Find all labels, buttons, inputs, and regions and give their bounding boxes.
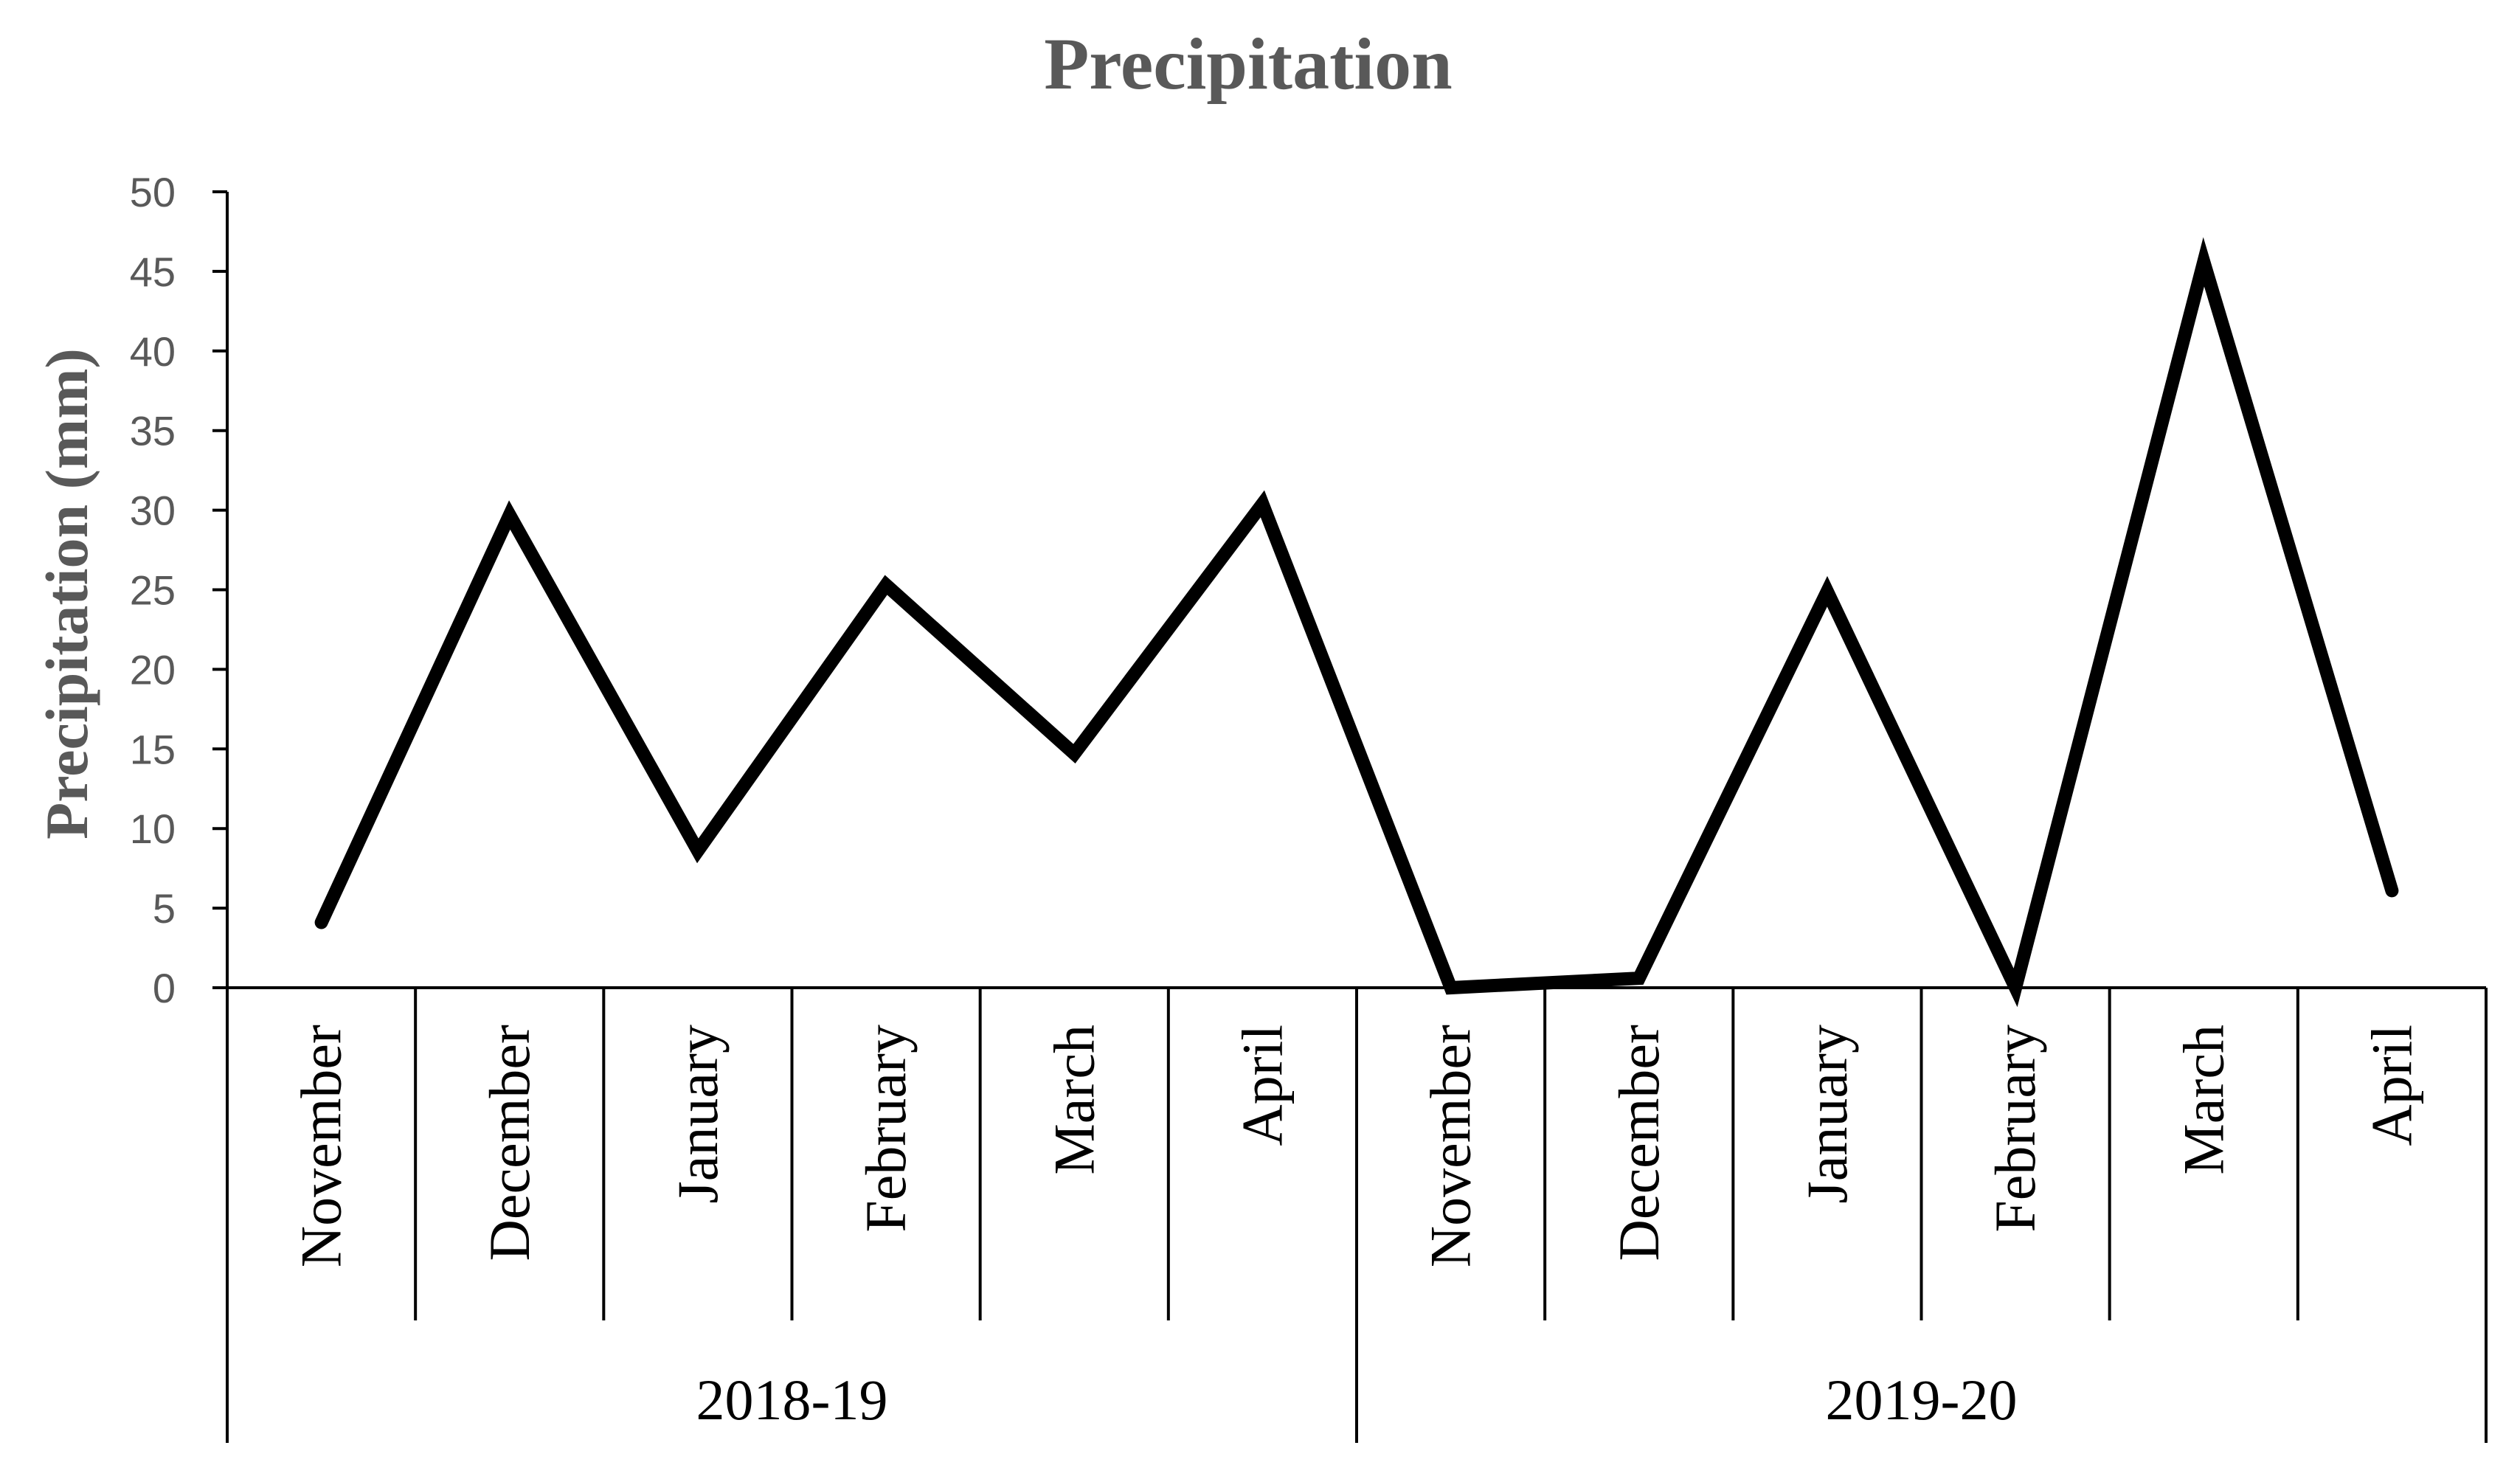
y-tick-label: 5 [153,885,176,932]
data-point [696,849,699,853]
data-point [2390,889,2394,893]
y-axis-label: Precipitation (mm) [33,348,100,839]
chart-title: Precipitation [1044,23,1453,105]
x-group-label: 2018-19 [696,1368,888,1432]
x-tick-label: April [2359,1025,2423,1146]
x-tick-label: December [1607,1025,1671,1261]
x-axis: November December January February March Apri… [226,986,2488,1443]
data-point [1073,752,1076,755]
x-tick-label: March [2171,1025,2235,1175]
series-line [314,237,2399,1008]
y-tick-label: 30 [130,488,176,534]
x-tick-label: February [854,1025,918,1233]
series-layer [314,237,2399,1008]
x-tick-label: April [1230,1025,1294,1146]
x-tick-label: November [289,1025,353,1267]
data-point [1825,589,1829,593]
data-point [2202,260,2206,263]
y-tick-label: 40 [130,328,176,375]
y-tick-label: 50 [130,169,176,215]
x-tick-label: March [1042,1025,1106,1175]
data-point [885,583,888,587]
data-point [1637,977,1641,980]
data-point [508,513,511,517]
y-tick-label: 45 [130,249,176,295]
y-tick-label: 0 [153,965,176,1011]
y-axis: 0 5 10 15 20 25 30 35 40 45 50 [130,169,229,1011]
x-tick-label: February [1983,1025,2047,1233]
data-point [2014,986,2018,989]
y-tick-label: 25 [130,567,176,614]
data-point [319,921,323,924]
x-tick-label: November [1419,1025,1483,1267]
y-tick-label: 20 [130,646,176,693]
data-point [1261,502,1264,505]
y-tick-label: 35 [130,408,176,454]
x-tick-label: December [477,1025,541,1261]
y-tick-label: 15 [130,726,176,772]
y-tick-label: 10 [130,806,176,852]
data-point [1449,986,1453,989]
x-group-label: 2019-20 [1826,1368,2018,1432]
x-tick-label: January [1795,1025,1859,1204]
x-tick-label: January [665,1025,730,1204]
